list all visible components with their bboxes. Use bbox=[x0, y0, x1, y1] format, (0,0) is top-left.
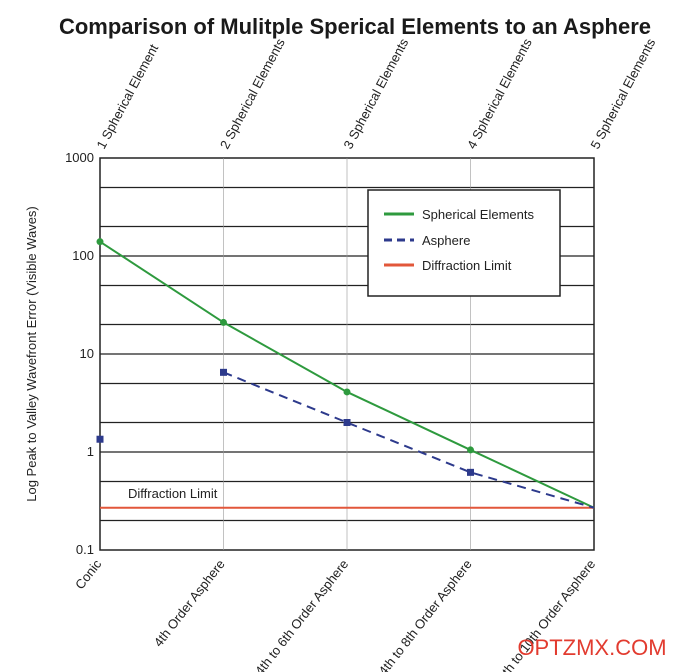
legend: Spherical Elements Asphere Diffraction L… bbox=[367, 189, 561, 297]
top-category-label: 4 Spherical Elements bbox=[464, 35, 535, 151]
bottom-category-label: 4th to 8th Order Asphere bbox=[375, 557, 474, 672]
chart-title: Comparison of Mulitple Sperical Elements… bbox=[59, 14, 651, 39]
spherical-point bbox=[96, 238, 104, 246]
legend-label-spherical: Spherical Elements bbox=[422, 207, 534, 222]
y-tick-label: 1000 bbox=[65, 150, 94, 165]
legend-label-asphere: Asphere bbox=[422, 233, 470, 248]
legend-box bbox=[367, 189, 561, 297]
y-tick-label: 1 bbox=[87, 444, 94, 459]
asphere-point bbox=[220, 368, 227, 376]
diffraction-limit-annotation: Diffraction Limit bbox=[128, 486, 218, 501]
watermark: OPTZMX.COM bbox=[517, 635, 666, 660]
spherical-point bbox=[343, 388, 351, 396]
bottom-category-label: 4th Order Asphere bbox=[151, 557, 228, 650]
series-layer bbox=[96, 238, 595, 509]
top-category-label: 1 Spherical Element bbox=[93, 41, 161, 151]
asphere-point bbox=[467, 468, 474, 476]
asphere-point bbox=[343, 418, 351, 426]
top-category-label: 3 Spherical Elements bbox=[340, 35, 411, 151]
top-category-labels: 1 Spherical Element 2 Spherical Elements 3… bbox=[93, 35, 658, 151]
bottom-category-label: 4th to 6th Order Asphere bbox=[252, 557, 351, 672]
y-tick-label: 100 bbox=[72, 248, 94, 263]
bottom-category-label: Conic bbox=[72, 556, 105, 592]
series-asphere-line bbox=[223, 371, 595, 509]
spherical-point bbox=[467, 446, 474, 454]
y-axis-label: Log Peak to Valley Wavefront Error (Visi… bbox=[24, 206, 39, 502]
top-category-label: 2 Spherical Elements bbox=[217, 35, 288, 151]
top-category-label: 5 Spherical Elements bbox=[587, 35, 658, 151]
plot-area: 1000 100 10 1 0.1 1 Spherical Element 2 Spher… bbox=[65, 35, 658, 672]
y-axis-ticks: 1000 100 10 1 0.1 bbox=[65, 150, 94, 557]
spherical-point bbox=[220, 318, 227, 326]
y-tick-label: 10 bbox=[80, 346, 94, 361]
legend-label-diffraction: Diffraction Limit bbox=[422, 258, 512, 273]
asphere-point bbox=[96, 435, 104, 443]
y-tick-label: 0.1 bbox=[76, 542, 94, 557]
